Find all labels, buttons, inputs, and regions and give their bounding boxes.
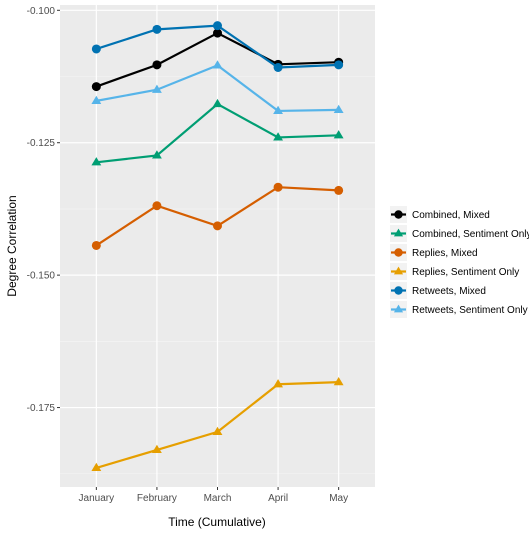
legend-label: Retweets, Sentiment Only: [412, 305, 528, 316]
data-point: [152, 24, 162, 34]
data-point: [273, 105, 283, 115]
data-point: [152, 201, 162, 211]
x-tick-label: January: [79, 493, 115, 504]
data-point: [91, 82, 101, 92]
data-point: [333, 130, 344, 139]
x-tick-label: February: [137, 493, 177, 504]
data-point: [333, 104, 344, 113]
x-axis-title: Time (Cumulative): [168, 515, 266, 529]
series-replies-sentiment-only: [91, 376, 344, 472]
x-axis-ticks: January February March April May: [79, 487, 348, 504]
legend-key-marker: [393, 304, 404, 313]
y-tick-label: -0.125: [27, 138, 56, 149]
series-replies-mixed: [91, 182, 344, 250]
data-point: [213, 21, 222, 31]
legend-item: Retweets, Mixed: [390, 282, 486, 299]
data-point: [91, 240, 101, 250]
legend-label: Retweets, Mixed: [412, 286, 486, 297]
legend-label: Combined, Mixed: [412, 210, 490, 221]
data-point: [334, 60, 344, 70]
legend-item: Combined, Sentiment Only: [390, 225, 529, 242]
x-tick-label: April: [268, 493, 288, 504]
legend: Combined, Mixed Combined, Sentiment Only R…: [390, 206, 529, 318]
y-tick-label: -0.175: [27, 403, 56, 414]
legend-item: Replies, Mixed: [390, 244, 478, 261]
data-point: [91, 44, 101, 54]
series-retweets-sentiment-only: [91, 60, 344, 115]
x-tick-label: May: [329, 493, 348, 504]
data-point: [152, 60, 162, 70]
data-point: [273, 63, 283, 73]
data-point: [152, 444, 162, 454]
series-group: [91, 21, 344, 472]
data-point: [152, 84, 162, 93]
data-point: [273, 132, 283, 141]
data-point: [212, 98, 223, 108]
legend-item: Retweets, Sentiment Only: [390, 301, 528, 318]
legend-key-marker: [394, 210, 403, 219]
data-point: [334, 185, 344, 195]
data-point: [273, 379, 283, 388]
legend-item: Replies, Sentiment Only: [390, 263, 519, 280]
legend-label: Combined, Sentiment Only: [412, 229, 529, 240]
legend-label: Replies, Sentiment Only: [412, 267, 519, 278]
y-tick-label: -0.150: [27, 271, 56, 282]
legend-key-marker: [393, 266, 404, 275]
data-point: [91, 157, 102, 166]
legend-label: Replies, Mixed: [412, 248, 478, 259]
data-point: [152, 150, 162, 159]
series-retweets-mixed: [91, 21, 344, 73]
x-tick-label: March: [204, 493, 232, 504]
data-point: [213, 28, 222, 38]
legend-item: Combined, Mixed: [390, 206, 490, 223]
series-combined-mixed: [91, 28, 344, 92]
data-point: [273, 182, 283, 192]
data-point: [91, 95, 102, 104]
data-point: [91, 462, 102, 472]
data-point: [213, 221, 222, 231]
y-axis-title: Degree Correlation: [5, 195, 19, 296]
legend-key-marker: [393, 228, 404, 237]
data-point: [212, 426, 223, 436]
data-point: [333, 376, 344, 386]
y-axis-ticks: -0.100 -0.125 -0.150 -0.175: [27, 6, 60, 414]
legend-key-marker: [394, 248, 403, 257]
y-tick-label: -0.100: [27, 6, 56, 17]
data-point: [212, 60, 223, 69]
legend-key-marker: [394, 286, 403, 295]
series-combined-sentiment-only: [91, 98, 344, 166]
